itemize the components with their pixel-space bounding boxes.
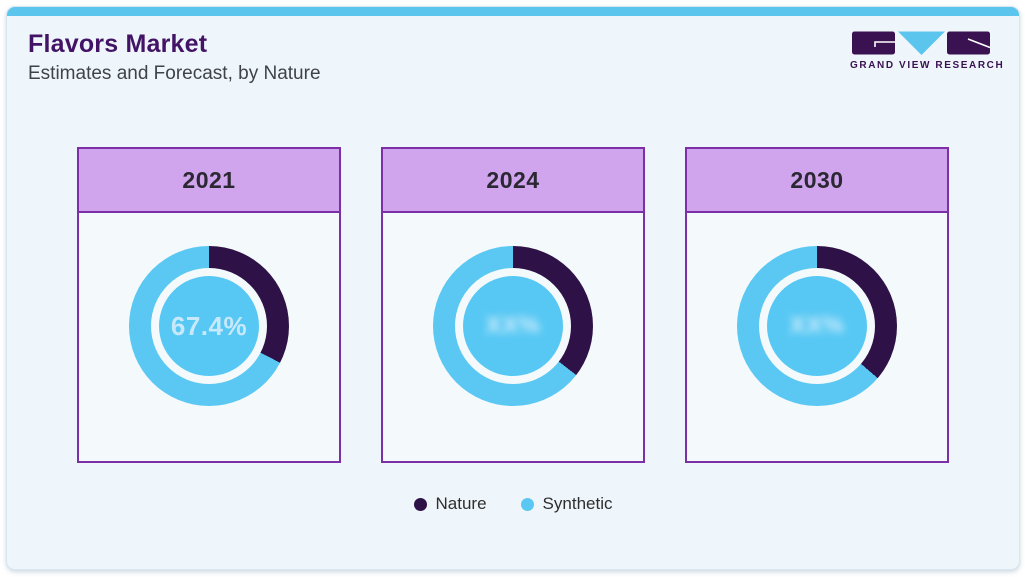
donut-center-value: XX% [485,312,541,339]
donut-chart-2021: 67.4% [129,246,289,406]
card-2030-year-label: 2030 [790,166,844,193]
donut-center-value: 67.4% [170,310,248,341]
gvr-logo-mark [852,31,990,55]
card-2024-body: XX% [383,213,643,461]
top-accent-bar [7,7,1019,16]
donut-chart-2030: XX% [737,246,897,406]
donut-inner-circle: 67.4% [159,276,259,376]
card-2021-body: 67.4% [79,213,339,461]
card-2021-year-label: 2021 [182,166,236,193]
nature-legend-dot [413,497,427,511]
synthetic-legend-dot [520,497,534,511]
card-2021: 2021 67.4% [77,147,341,463]
donut-center-value: XX% [789,312,845,339]
gvr-logo: GRAND VIEW RESEARCH [850,30,1005,71]
legend-item-nature: Nature [413,494,487,514]
infographic-panel: Flavors Market Estimates and Forecast, b… [6,6,1020,570]
legend: Nature Synthetic [7,494,1019,514]
card-2021-header: 2021 [79,149,339,213]
nature-legend-label: Nature [435,494,487,513]
synthetic-legend-label: Synthetic [542,494,613,513]
card-2030-body: XX% [687,213,947,461]
logo-v-triangle [898,31,945,55]
logo-r-block [947,31,990,55]
legend-item-synthetic: Synthetic [520,494,613,514]
card-2030-header: 2030 [687,149,947,213]
donut-cards-row: 2021 67.4% 2024 [7,147,1019,463]
donut-chart-2024: XX% [433,246,593,406]
card-2024-year-label: 2024 [486,166,540,193]
logo-r-notch [967,38,990,49]
page-subtitle: Estimates and Forecast, by Nature [28,63,321,84]
page-title: Flavors Market [28,30,208,58]
card-2024: 2024 XX% [381,147,645,463]
logo-g-block [852,31,895,55]
logo-wordmark: GRAND VIEW RESEARCH [850,60,1005,71]
card-2024-header: 2024 [383,149,643,213]
card-2030: 2030 XX% [685,147,949,463]
header: Flavors Market Estimates and Forecast, b… [7,16,1019,86]
donut-inner-circle: XX% [463,276,563,376]
donut-inner-circle: XX% [767,276,867,376]
logo-g-notch [874,41,895,47]
